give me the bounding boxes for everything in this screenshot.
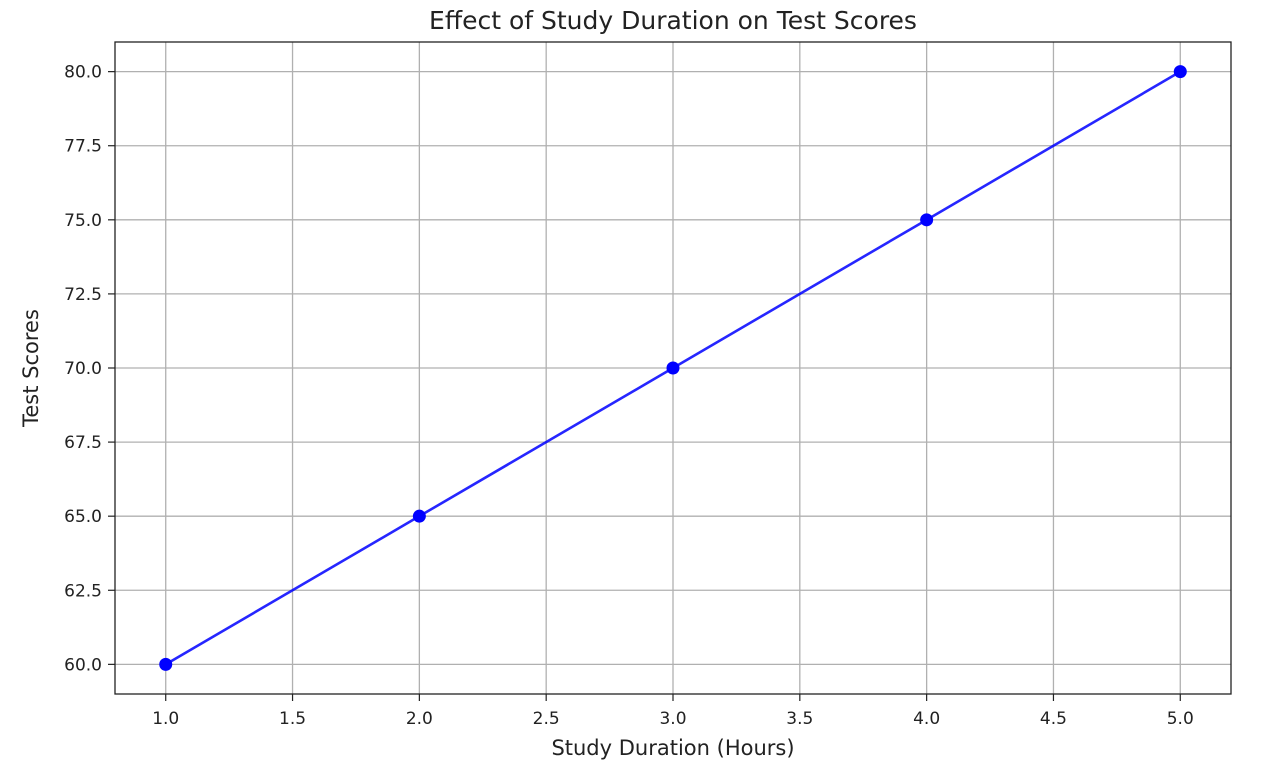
data-point — [920, 213, 934, 227]
y-tick-label: 67.5 — [64, 433, 102, 453]
y-tick-label: 60.0 — [64, 655, 102, 675]
y-tick-label: 62.5 — [64, 581, 102, 601]
chart-title: Effect of Study Duration on Test Scores — [429, 6, 917, 35]
y-tick-label: 77.5 — [64, 137, 102, 157]
y-tick-label: 80.0 — [64, 63, 102, 83]
y-tick-label: 72.5 — [64, 285, 102, 305]
y-axis-label: Test Scores — [19, 309, 43, 428]
x-tick-label: 2.0 — [406, 709, 433, 729]
x-tick-label: 3.0 — [659, 709, 686, 729]
data-point — [1173, 65, 1187, 79]
x-tick-label: 1.0 — [152, 709, 179, 729]
x-axis-label: Study Duration (Hours) — [551, 736, 794, 760]
series-layer — [159, 65, 1187, 671]
y-tick-label: 75.0 — [64, 211, 102, 231]
x-tick-label: 1.5 — [279, 709, 306, 729]
x-tick-label: 4.5 — [1040, 709, 1067, 729]
data-point — [159, 657, 173, 671]
data-point — [666, 361, 680, 375]
y-axis-ticks: 60.0 62.5 65.0 67.5 70.0 72.5 75.0 77.5 80.0 — [64, 63, 115, 675]
x-tick-label: 2.5 — [533, 709, 560, 729]
y-tick-label: 70.0 — [64, 359, 102, 379]
x-tick-label: 4.0 — [913, 709, 940, 729]
x-tick-label: 3.5 — [786, 709, 813, 729]
x-tick-label: 5.0 — [1167, 709, 1194, 729]
x-axis-ticks: 1.0 1.5 2.0 2.5 3.0 3.5 4.0 4.5 5.0 — [152, 694, 1194, 729]
y-tick-label: 65.0 — [64, 507, 102, 527]
data-point — [412, 509, 426, 523]
